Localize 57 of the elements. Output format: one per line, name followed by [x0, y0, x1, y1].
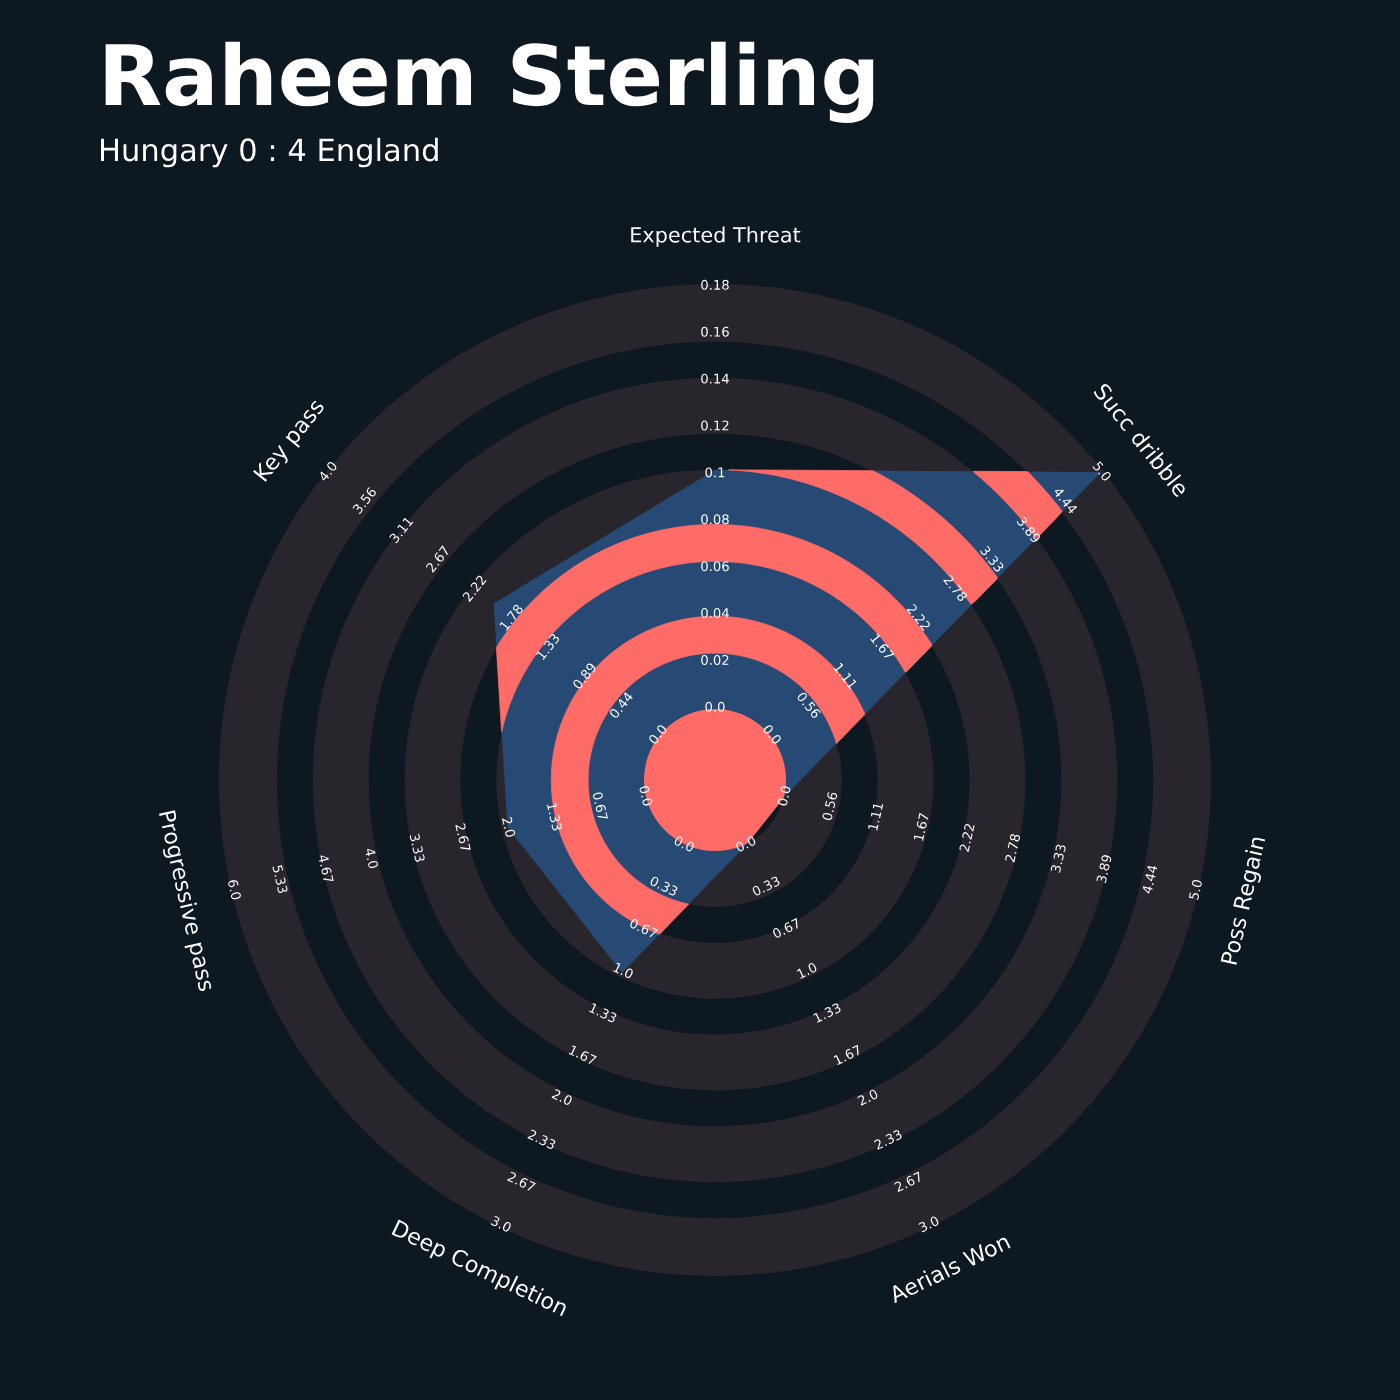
text: 0.02 [701, 654, 729, 665]
text: 0.67 [628, 917, 658, 939]
text: 3.89 [1096, 854, 1112, 884]
text: 1.33 [546, 802, 563, 832]
text: 2.0 [857, 1088, 879, 1106]
text: 0.14 [701, 373, 729, 384]
text: 2.67 [455, 823, 471, 852]
text: 0.0 [734, 835, 757, 853]
text: 2.0 [501, 816, 516, 838]
text: 3.33 [409, 833, 426, 863]
text: 1.33 [813, 1002, 842, 1024]
text: 2.22 [959, 823, 975, 852]
text: 4.0 [317, 460, 338, 483]
text: 2.67 [893, 1171, 923, 1193]
text: 1.0 [796, 961, 818, 979]
text: 3.0 [490, 1215, 512, 1233]
text: 6.0 [227, 879, 242, 901]
text: 2.0 [551, 1088, 574, 1106]
text: 5.33 [272, 864, 289, 894]
text: 1.67 [913, 812, 930, 842]
spoke-label: Expected Threat [631, 226, 801, 247]
text: 1.67 [833, 1044, 862, 1066]
text: 0.16 [701, 326, 729, 337]
text: 0.33 [751, 875, 781, 897]
text: 0.33 [649, 875, 679, 897]
text: 3.33 [1050, 843, 1067, 873]
chart-subtitle: Hungary 0 : 4 England [101, 137, 438, 168]
text: 5.0 [1092, 460, 1113, 482]
text: 3.0 [918, 1215, 940, 1233]
text: 0.0 [638, 785, 653, 807]
text: 0.06 [701, 561, 729, 572]
text: 4.0 [364, 847, 379, 869]
text: 0.0 [673, 835, 696, 853]
text: 2.33 [527, 1129, 557, 1150]
text: 2.67 [506, 1171, 536, 1193]
text: 4.67 [317, 854, 334, 884]
text: 0.67 [771, 917, 801, 939]
text: 0.0 [777, 785, 792, 807]
text: 0.56 [821, 791, 838, 821]
text: 0.12 [701, 420, 729, 431]
text: 0.1 [705, 467, 725, 478]
text: 2.33 [873, 1129, 903, 1150]
text: 1.11 [867, 802, 884, 831]
text: 2.78 [1004, 833, 1021, 863]
text: 4.44 [1141, 864, 1158, 894]
chart-title: Raheem Sterling [105, 41, 874, 123]
spoke-label: Poss Regain [1220, 835, 1270, 966]
text: 0.04 [701, 608, 729, 619]
text: 0.08 [701, 514, 729, 525]
text: 0.67 [592, 791, 609, 821]
text: 5.0 [1188, 879, 1203, 901]
text: 0.0 [647, 723, 668, 746]
text: 0.0 [762, 723, 783, 746]
text: 0.18 [701, 279, 729, 290]
text: 1.33 [588, 1002, 618, 1024]
text: 1.0 [612, 962, 635, 980]
text: 1.67 [568, 1044, 597, 1066]
